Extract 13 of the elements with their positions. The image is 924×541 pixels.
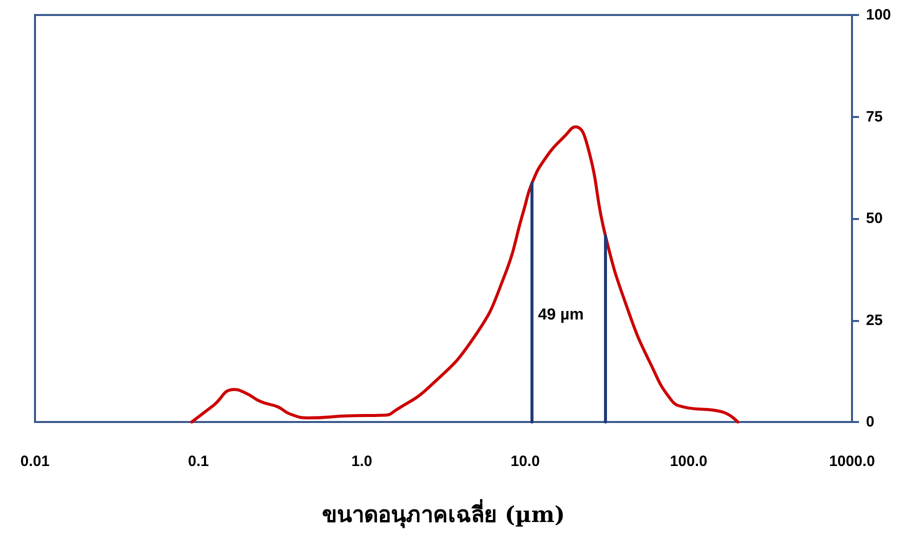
- annotation: 49 µm: [538, 306, 584, 324]
- y-tick-label: 50: [866, 210, 883, 227]
- x-tick-label: 0.1: [188, 453, 209, 470]
- x-tick-label: 1.0: [351, 453, 372, 470]
- x-tick-label: 1000.0: [829, 453, 875, 470]
- x-tick-label: 0.01: [20, 453, 50, 470]
- x-axis-title: ขนาดอนุภาคเฉลี่ย (µm): [322, 498, 565, 529]
- x-tick-label: 10.0: [510, 453, 540, 470]
- x-tick-label: 100.0: [670, 453, 708, 470]
- y-tick-label: 75: [866, 108, 883, 126]
- y-tick-label: 25: [866, 312, 883, 329]
- y-tick-label: 0: [866, 414, 874, 430]
- y-tick-label: 100: [866, 6, 892, 24]
